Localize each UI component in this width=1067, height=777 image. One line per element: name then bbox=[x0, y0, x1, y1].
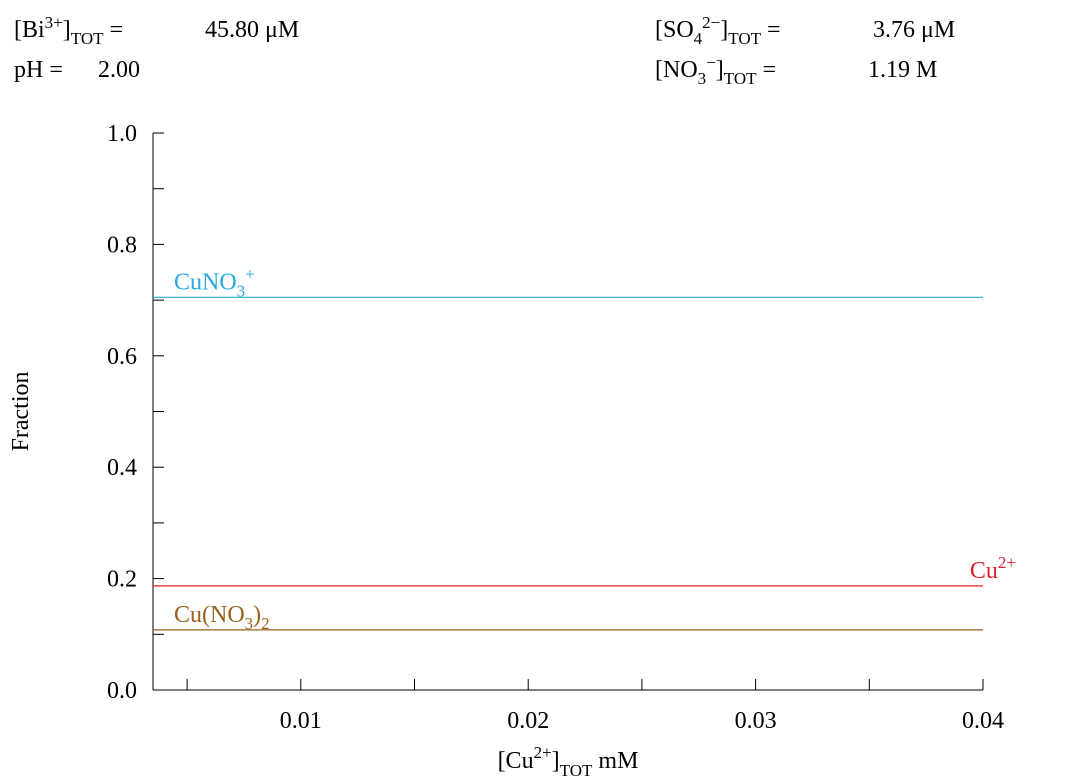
x-axis-label: [Cu2+]TOT mM bbox=[498, 743, 639, 777]
bi-value: 45.80 μM bbox=[205, 17, 300, 43]
no3-total-label: [NO3−]TOT = bbox=[655, 54, 777, 87]
bi-charge: 3+ bbox=[44, 13, 63, 32]
so4-total-label: [SO42−]TOT = bbox=[655, 14, 781, 47]
no3-sub1: 3 bbox=[697, 69, 707, 88]
bi-sub: TOT bbox=[70, 29, 104, 48]
bi-suffix: ] bbox=[62, 17, 71, 43]
so4-charge: 2− bbox=[702, 13, 721, 32]
series-label-0: CuNO3+ bbox=[174, 264, 255, 300]
no3-sub: TOT bbox=[723, 69, 757, 88]
so4-total-value: 3.76 μM bbox=[873, 18, 955, 42]
no3-value: 1.19 M bbox=[868, 57, 938, 83]
x-tick-label: 0.02 bbox=[507, 708, 549, 734]
ph-label-text: pH = bbox=[14, 57, 63, 83]
ph-value: 2.00 bbox=[98, 58, 140, 82]
chart-labels: CuNO3+ Cu2+ Cu(NO3)2 bbox=[174, 264, 1016, 633]
y-tick-label: 0.2 bbox=[107, 567, 137, 593]
x-tick-label: 0.01 bbox=[280, 708, 322, 734]
no3-eq: = bbox=[756, 57, 777, 83]
ph-label: pH = bbox=[14, 58, 63, 82]
chart-axes: 0.0 0.2 0.4 0.6 0.8 1.0 0.01 0.02 0.03 0.04 Fracti… bbox=[8, 121, 1004, 777]
series-label-1: Cu2+ bbox=[970, 553, 1016, 584]
no3-charge: − bbox=[706, 53, 716, 72]
no3-total-value: 1.19 M bbox=[868, 58, 937, 82]
y-tick-label: 0.4 bbox=[107, 455, 137, 481]
so4-sub1: 4 bbox=[693, 29, 703, 48]
bi-total-label: [Bi3+]TOT = bbox=[14, 14, 124, 47]
y-tick-label: 0.6 bbox=[107, 344, 137, 370]
so4-value: 3.76 μM bbox=[873, 17, 956, 43]
series-label-2: Cu(NO3)2 bbox=[174, 602, 270, 633]
chart-series bbox=[153, 296, 983, 631]
bi-prefix: [Bi bbox=[14, 17, 45, 43]
ph-value-text: 2.00 bbox=[98, 57, 140, 83]
y-axis-label: Fraction bbox=[8, 372, 34, 452]
no3-prefix: [NO bbox=[655, 57, 698, 83]
y-tick-label: 0.0 bbox=[107, 678, 137, 704]
bi-eq: = bbox=[103, 17, 124, 43]
so4-sub: TOT bbox=[728, 29, 762, 48]
x-tick-label: 0.03 bbox=[735, 708, 777, 734]
y-tick-label: 0.8 bbox=[107, 232, 137, 258]
x-tick-label: 0.04 bbox=[962, 708, 1004, 734]
bi-total-value: 45.80 μM bbox=[205, 18, 299, 42]
y-tick-label: 1.0 bbox=[107, 121, 137, 147]
so4-suffix: ] bbox=[720, 17, 729, 43]
no3-suffix: ] bbox=[715, 57, 724, 83]
so4-prefix: [SO bbox=[655, 17, 694, 43]
so4-eq: = bbox=[761, 17, 781, 43]
